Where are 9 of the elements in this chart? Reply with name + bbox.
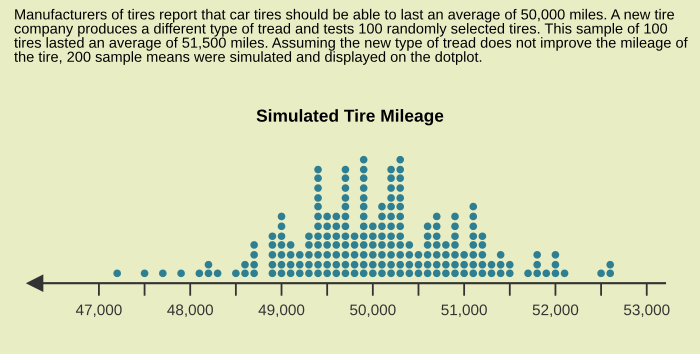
x-tick-label: 51,000 [441, 304, 487, 318]
x-tick-label: 48,000 [167, 304, 213, 318]
x-tick-label: 49,000 [258, 304, 304, 318]
chart-title: Simulated Tire Mileage [256, 109, 444, 126]
x-tick-label: 53,000 [624, 304, 670, 318]
x-tick-label: 50,000 [350, 304, 396, 318]
x-tick-label: 52,000 [532, 304, 578, 318]
x-tick-label: 47,000 [76, 304, 122, 318]
text: Manufacturers of tires report that car tires should be able to last an average of 50,000 miles. A new tire company produces a different type of tread and tests 100 randomly selected tires. This sample of 100 tires lasted an average of 51,500 miles. Assuming the new type of tread does not improve the mileage of the tire, 200 sample means were simulated and displayed on the dotplot. [14, 8, 688, 65]
